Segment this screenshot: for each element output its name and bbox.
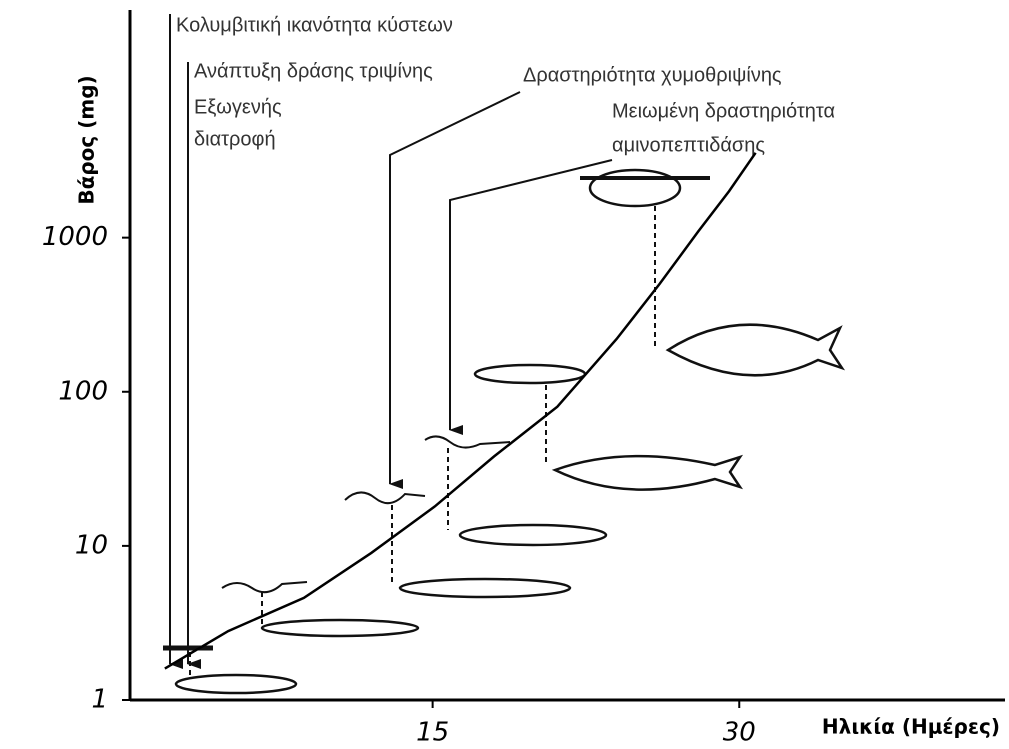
y-tick-label: 1000	[42, 222, 108, 252]
larva	[475, 365, 585, 383]
arrow	[450, 160, 612, 430]
annotation: Ανάπτυξη δράσης τριψίνης	[194, 60, 433, 82]
annotation: Μειωμένη δραστηριότητα	[612, 100, 835, 122]
fish	[400, 579, 570, 597]
annotations: Κολυμβιτική ικανότητα κύστεων Ανάπτυξη δ…	[176, 14, 835, 156]
x-tick-label: 15	[416, 718, 449, 748]
annotation: διατροφή	[194, 128, 276, 150]
arrow	[390, 92, 520, 484]
larva	[345, 492, 425, 503]
annotation: αμινοπεπτιδάσης	[612, 134, 765, 156]
larva	[222, 582, 307, 592]
fish	[176, 675, 296, 693]
y-tick-label: 1	[91, 685, 108, 715]
fish	[460, 525, 606, 545]
annotation: Κολυμβιτική ικανότητα κύστεων	[176, 14, 453, 36]
fish	[555, 456, 740, 489]
annotation: Δραστηριότητα χυμοθριψίνης	[523, 64, 782, 86]
x-axis-label: Ηλικία (Ημέρες)	[822, 715, 1000, 739]
fish	[262, 620, 418, 636]
chart: Κολυμβιτική ικανότητα κύστεων Ανάπτυξη δ…	[0, 0, 1009, 749]
y-tick-label: 10	[75, 530, 108, 560]
annotation: Εξωγενής	[194, 96, 282, 118]
y-tick-label: 100	[58, 376, 108, 406]
y-axis-label: Βάρος (mg)	[75, 75, 99, 204]
fish	[668, 325, 842, 376]
x-tick-label: 30	[723, 718, 756, 748]
larva	[590, 170, 680, 206]
larva	[425, 436, 510, 447]
